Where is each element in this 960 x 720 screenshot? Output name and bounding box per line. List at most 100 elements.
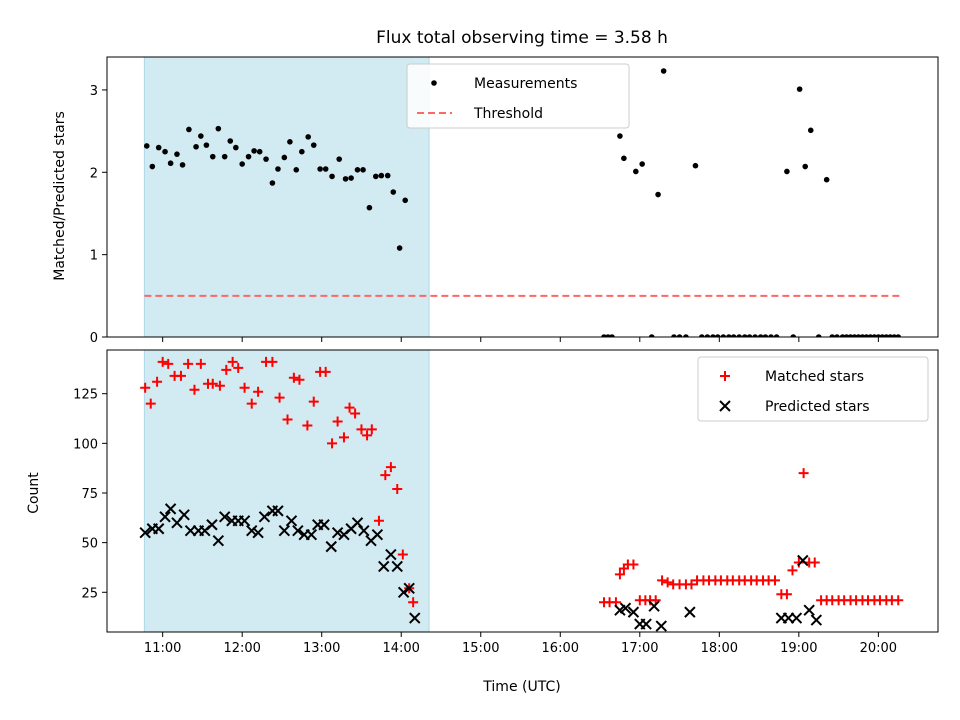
x-tick-label-1: 12:00 — [223, 641, 260, 656]
top-series-0-point-29 — [317, 166, 323, 172]
bottom-series-0-point-35 — [362, 430, 373, 441]
bottom-series-0-point-18 — [253, 386, 264, 397]
bottom-series-0-point-8 — [189, 384, 200, 395]
bottom-series-1-point-32 — [351, 517, 364, 529]
top-series-0-point-64 — [730, 334, 737, 337]
bottom-series-1-point-55 — [810, 614, 823, 626]
top-series-0-point-52 — [655, 191, 661, 198]
top-series-0-point-16 — [239, 161, 245, 167]
top-series-0-point-79 — [823, 176, 830, 183]
bottom-y-tick-label-3: 100 — [73, 437, 98, 452]
x-tick-label-5: 16:00 — [542, 641, 579, 656]
bottom-series-1-point-52 — [790, 612, 803, 624]
bottom-series-1-point-20 — [272, 505, 284, 517]
top-y-tick-label-2: 2 — [90, 166, 98, 181]
bottom-series-0 — [140, 356, 904, 608]
top-series-0-point-67 — [746, 334, 753, 337]
bottom-series-0-point-4 — [163, 358, 174, 369]
bottom-legend-label-0: Matched stars — [765, 369, 864, 385]
top-series-0-point-60 — [710, 334, 716, 337]
top-series-0-point-47 — [617, 133, 623, 139]
bottom-data-layer — [139, 356, 904, 632]
x-tick-label-0: 11:00 — [144, 641, 181, 656]
top-series-0-point-31 — [329, 173, 335, 180]
chart-title: Flux total observing time = 3.58 h — [376, 28, 668, 48]
top-series-0-point-20 — [263, 156, 269, 162]
bottom-series-1-point-54 — [803, 604, 815, 616]
bottom-series-0-point-9 — [195, 358, 206, 369]
top-series-0-point-42 — [396, 245, 403, 251]
bottom-series-0-point-32 — [344, 402, 355, 413]
top-series-0-point-0 — [143, 143, 150, 149]
top-series-0-point-38 — [372, 173, 379, 180]
top-series-0-point-49 — [633, 168, 639, 175]
top-series-0-point-40 — [384, 172, 391, 179]
top-series-0-point-6 — [179, 162, 186, 168]
top-series-0-point-23 — [281, 154, 288, 161]
top-shaded-span — [143, 56, 430, 338]
bottom-y-tick-label-1: 50 — [81, 537, 98, 552]
x-tick-label-9: 20:00 — [860, 641, 897, 656]
bottom-series-1-point-48 — [655, 620, 667, 632]
bottom-series-1-point-40 — [403, 582, 415, 595]
top-series-0-point-80 — [829, 334, 836, 337]
bottom-series-0-point-55 — [657, 575, 668, 586]
top-series-0-point-70 — [762, 334, 769, 337]
top-series-0-point-78 — [815, 334, 822, 337]
top-data-layer — [143, 68, 902, 337]
top-series-0-point-10 — [203, 142, 210, 148]
bottom-series-1-point-36 — [378, 560, 390, 573]
bottom-series-0-point-39 — [385, 462, 396, 473]
bottom-series-0-point-76 — [781, 589, 792, 600]
bottom-series-0-point-50 — [628, 559, 639, 570]
bottom-series-0-point-12 — [214, 380, 225, 391]
top-axes-frame — [106, 56, 939, 338]
top-series-0-point-15 — [233, 144, 239, 151]
bottom-series-1 — [139, 503, 823, 632]
top-series-0-point-33 — [342, 176, 349, 182]
bottom-series-0-point-6 — [175, 370, 186, 381]
bottom-legend-handle-1 — [719, 400, 731, 412]
bottom-series-1-point-43 — [619, 602, 632, 614]
top-series-0-point-76 — [802, 163, 808, 170]
top-series-0-point-53 — [660, 68, 667, 74]
top-series-0-point-37 — [366, 204, 373, 211]
top-series-0 — [143, 68, 902, 337]
top-series-0-point-66 — [741, 334, 748, 337]
bottom-series-1-point-6 — [178, 509, 190, 521]
top-series-0-point-12 — [215, 125, 222, 132]
bottom-legend-box — [697, 356, 929, 422]
bottom-series-1-point-11 — [212, 534, 225, 547]
top-series-0-point-61 — [714, 334, 721, 337]
bottom-series-1-point-3 — [159, 511, 171, 523]
top-series-0-point-14 — [227, 138, 234, 144]
top-series-0-point-81 — [834, 334, 840, 337]
x-tick-label-3: 14:00 — [382, 641, 419, 656]
top-series-0-point-46 — [609, 334, 615, 337]
bottom-series-0-point-47 — [614, 569, 625, 580]
bottom-series-0-point-2 — [152, 376, 163, 387]
top-series-0-point-71 — [768, 334, 774, 337]
bottom-series-0-point-13 — [221, 364, 232, 375]
bottom-series-1-point-39 — [397, 586, 410, 598]
bottom-series-1-point-18 — [258, 511, 271, 523]
top-series-0-point-75 — [796, 86, 803, 92]
bottom-series-0-point-31 — [338, 432, 349, 443]
bottom-y-tick-label-2: 75 — [81, 487, 98, 502]
top-series-0-point-22 — [275, 166, 281, 172]
top-series-0-point-43 — [402, 197, 409, 204]
bottom-series-0-point-74 — [769, 575, 780, 586]
top-series-0-point-32 — [336, 156, 343, 162]
bottom-y-axis-label: Count — [26, 472, 42, 514]
bottom-series-1-point-35 — [371, 528, 384, 541]
bottom-series-1-point-47 — [648, 600, 660, 612]
bottom-series-1-point-4 — [164, 503, 177, 515]
bottom-series-1-point-27 — [318, 519, 330, 531]
top-series-0-point-50 — [639, 161, 645, 167]
top-series-0-point-48 — [621, 155, 627, 162]
bottom-series-0-point-20 — [267, 356, 278, 367]
bottom-shaded-span — [143, 349, 430, 633]
top-series-0-point-4 — [167, 160, 174, 167]
x-tick-label-8: 19:00 — [780, 641, 817, 656]
top-series-0-point-54 — [671, 334, 677, 337]
